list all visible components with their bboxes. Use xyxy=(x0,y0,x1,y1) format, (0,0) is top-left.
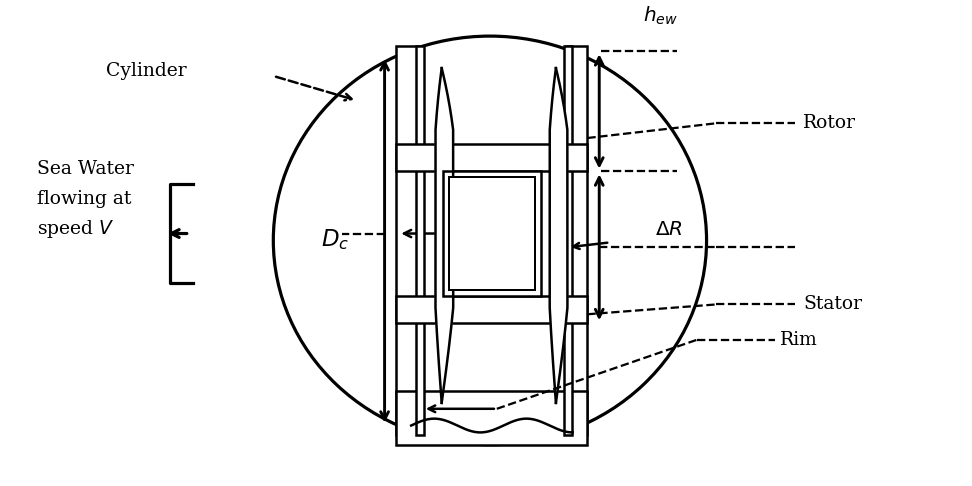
Text: Rim: Rim xyxy=(781,331,818,349)
Text: Cylinder: Cylinder xyxy=(106,62,187,80)
Bar xyxy=(416,47,424,435)
Text: Sea Water: Sea Water xyxy=(37,160,134,178)
Bar xyxy=(397,144,587,172)
Text: $\Delta R$: $\Delta R$ xyxy=(655,221,683,240)
Bar xyxy=(442,172,541,295)
Bar xyxy=(397,47,418,435)
Polygon shape xyxy=(550,68,568,403)
Text: $h_{ew}$: $h_{ew}$ xyxy=(642,5,677,27)
Text: speed $\mathit{V}$: speed $\mathit{V}$ xyxy=(37,218,115,240)
Text: Stator: Stator xyxy=(803,295,862,313)
Bar xyxy=(564,47,572,435)
Text: Rotor: Rotor xyxy=(803,114,856,132)
Text: flowing at: flowing at xyxy=(37,190,131,208)
Bar xyxy=(397,295,587,323)
Bar xyxy=(449,177,536,290)
Bar xyxy=(397,391,587,445)
Text: $D_c$: $D_c$ xyxy=(321,227,349,252)
Polygon shape xyxy=(435,68,453,403)
Bar xyxy=(566,47,587,435)
